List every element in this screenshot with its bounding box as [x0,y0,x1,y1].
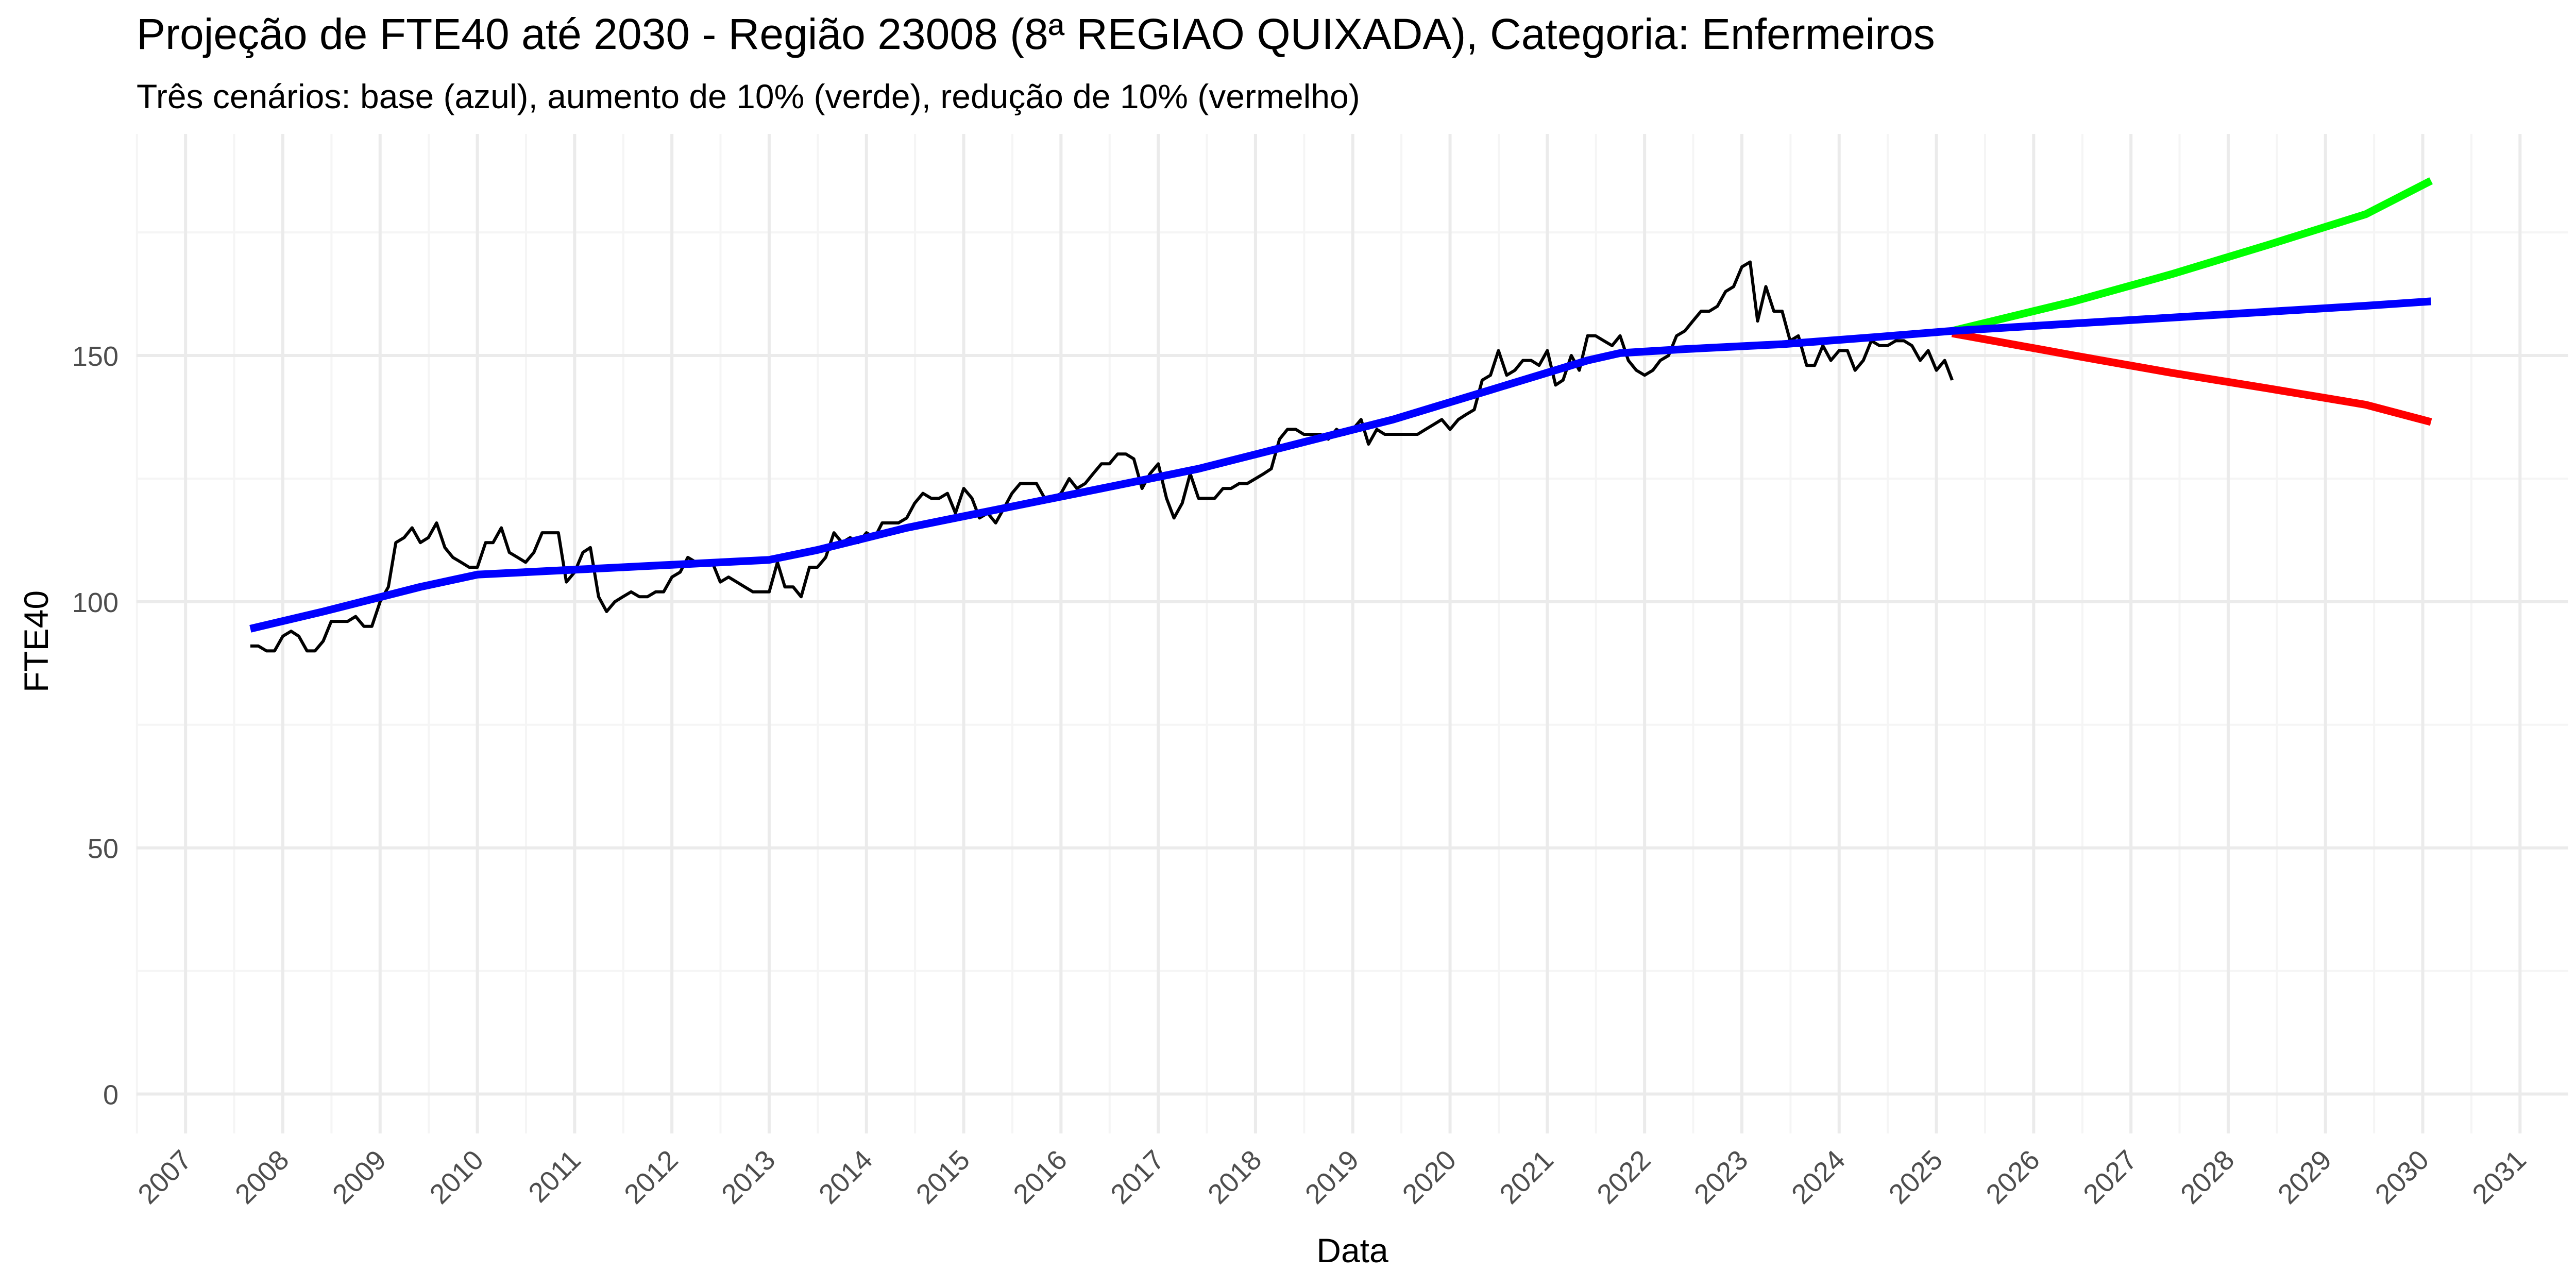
x-tick-label: 2026 [1980,1144,2045,1210]
x-tick-label: 2011 [522,1144,587,1209]
x-tick-label: 2018 [1202,1144,1267,1210]
x-tick-label: 2024 [1786,1144,1851,1210]
x-tick-label: 2014 [813,1144,878,1210]
x-tick-label: 2013 [716,1144,781,1210]
y-axis-ticks: 0 50 100 150 [72,341,118,1110]
chart-subtitle: Três cenários: base (azul), aumento de 1… [137,77,1360,115]
x-tick-label: 2031 [2466,1144,2532,1210]
x-tick-label: 2027 [2077,1144,2143,1210]
x-tick-label: 2030 [2369,1144,2435,1210]
chart-title: Projeção de FTE40 até 2030 - Região 2300… [137,10,1935,58]
x-tick-label: 2022 [1591,1144,1656,1210]
x-tick-label: 2017 [1105,1144,1170,1210]
x-tick-label: 2021 [1494,1144,1559,1210]
series-line-observed [250,260,1954,653]
x-tick-label: 2009 [327,1144,392,1210]
x-tick-label: 2015 [910,1144,976,1210]
x-tick-label: 2023 [1688,1144,1754,1210]
series-line-base [249,297,2432,633]
grid [135,134,2568,1133]
y-tick-label: 0 [103,1080,118,1111]
y-tick-label: 100 [72,587,118,618]
y-axis-title: FTE40 [17,590,55,692]
y-tick-label: 50 [88,834,118,865]
x-tick-label: 2020 [1397,1144,1462,1210]
x-tick-label: 2010 [424,1144,489,1210]
x-axis-ticks: 2007 2008 2009 2010 2011 2012 2013 2014 2015 2016… [132,1144,2532,1210]
x-tick-label: 2007 [132,1144,197,1210]
y-tick-label: 150 [72,341,118,372]
x-tick-label: 2012 [618,1144,684,1210]
x-axis-title: Data [1316,1231,1388,1269]
series-group [249,177,2433,653]
x-tick-label: 2029 [2272,1144,2337,1210]
x-tick-label: 2025 [1883,1144,1948,1210]
series-line-increase [1951,177,2433,335]
x-tick-label: 2008 [229,1144,295,1210]
x-tick-label: 2019 [1299,1144,1365,1210]
series-line-decrease [1951,329,2432,426]
x-tick-label: 2016 [1007,1144,1073,1210]
x-tick-label: 2028 [2175,1144,2240,1210]
